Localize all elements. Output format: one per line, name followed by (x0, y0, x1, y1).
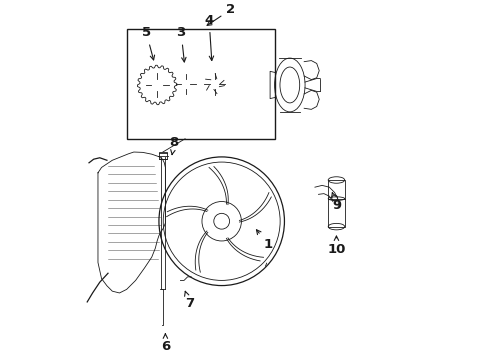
Text: 5: 5 (142, 27, 154, 60)
Text: 8: 8 (170, 136, 179, 155)
Text: 9: 9 (332, 193, 341, 212)
Text: 2: 2 (207, 3, 235, 25)
Text: 7: 7 (185, 291, 194, 310)
Bar (159, 152, 167, 159)
Bar (126, 30, 275, 139)
Bar (328, 180, 344, 226)
Text: 3: 3 (176, 27, 186, 62)
Text: 6: 6 (161, 334, 170, 353)
Text: 1: 1 (256, 230, 273, 251)
Text: 4: 4 (204, 14, 214, 60)
Text: 10: 10 (327, 236, 345, 256)
